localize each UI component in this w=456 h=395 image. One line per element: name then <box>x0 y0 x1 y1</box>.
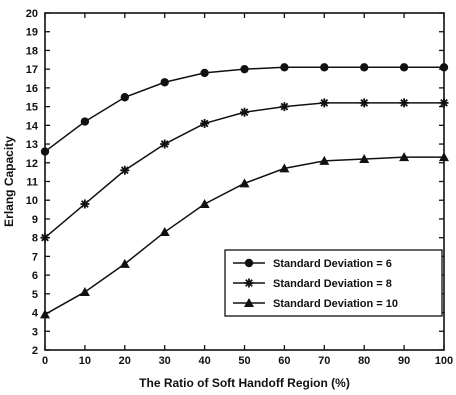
data-point <box>40 233 50 243</box>
x-tick-label: 90 <box>398 355 410 367</box>
data-point <box>159 227 170 237</box>
series-2 <box>40 98 449 243</box>
marker-stroke <box>245 279 253 287</box>
marker-stroke <box>440 98 448 107</box>
marker-stroke <box>120 166 129 175</box>
legend-label: Standard Deviation = 8 <box>273 278 392 290</box>
data-point <box>439 152 449 162</box>
legend-entry: Standard Deviation = 10 <box>233 298 398 310</box>
x-axis-title: The Ratio of Soft Handoff Region (%) <box>139 376 350 390</box>
legend-entry: Standard Deviation = 8 <box>233 278 392 290</box>
y-tick-label: 17 <box>26 64 38 76</box>
x-tick-label: 10 <box>79 355 91 367</box>
data-point <box>160 139 170 149</box>
marker-stroke <box>240 108 249 117</box>
data-point <box>319 98 329 108</box>
data-point <box>359 98 369 108</box>
data-point <box>439 63 449 72</box>
data-point <box>80 117 90 126</box>
marker-stroke <box>160 140 169 148</box>
y-tick-label: 5 <box>32 289 38 301</box>
y-tick-label: 14 <box>26 120 39 132</box>
marker-stroke <box>280 102 289 111</box>
data-point <box>280 63 289 72</box>
data-point <box>439 98 449 108</box>
legend-marker <box>244 278 254 288</box>
y-tick-label: 19 <box>26 27 38 39</box>
y-tick-label: 18 <box>26 45 38 57</box>
marker-stroke <box>360 98 369 107</box>
data-point <box>239 178 250 188</box>
y-tick-label: 9 <box>32 214 38 226</box>
data-point <box>79 286 90 296</box>
y-tick-label: 12 <box>26 158 38 170</box>
marker-stroke <box>320 98 329 107</box>
x-tick-label: 40 <box>198 355 210 367</box>
y-tick-label: 11 <box>26 177 38 189</box>
data-point <box>399 98 409 108</box>
data-point <box>240 107 249 117</box>
data-point <box>120 165 130 175</box>
y-tick-label: 13 <box>26 139 38 151</box>
y-tick-label: 16 <box>26 83 38 95</box>
legend-box <box>224 249 443 317</box>
x-tick-label: 0 <box>42 355 48 367</box>
data-point <box>160 78 169 87</box>
data-point <box>279 163 290 173</box>
data-point <box>200 118 210 128</box>
data-point <box>399 152 410 162</box>
x-tick-label: 20 <box>119 355 131 367</box>
data-point <box>320 63 329 72</box>
data-point <box>40 309 50 319</box>
legend: Standard Deviation = 6 Standard Deviation… <box>224 249 443 317</box>
data-point <box>359 154 370 164</box>
data-point <box>240 64 249 74</box>
y-tick-label: 15 <box>26 102 38 114</box>
x-tick-label: 70 <box>318 355 330 367</box>
legend-label: Standard Deviation = 6 <box>273 258 392 270</box>
y-tick-label: 3 <box>32 326 38 338</box>
legend-marker <box>244 258 254 268</box>
marker-stroke <box>81 200 89 208</box>
x-tick-label: 30 <box>159 355 171 367</box>
marker-stroke <box>400 98 408 107</box>
data-point <box>319 155 330 165</box>
series-3 <box>40 152 449 319</box>
data-point <box>399 63 409 72</box>
data-point <box>360 63 369 72</box>
data-point <box>199 198 210 208</box>
data-point <box>279 102 289 112</box>
y-axis-title: Erlang Capacity <box>2 136 16 227</box>
x-tick-label: 80 <box>358 355 370 367</box>
y-tick-label: 20 <box>26 8 38 20</box>
data-point <box>200 68 209 78</box>
data-point <box>80 199 90 209</box>
series-lines <box>40 63 449 319</box>
data-point <box>40 147 50 156</box>
legend-marker <box>244 298 254 307</box>
y-tick-label: 2 <box>32 345 38 357</box>
legend-label: Standard Deviation = 10 <box>273 298 398 310</box>
y-tick-label: 6 <box>32 270 38 282</box>
y-tick-label: 4 <box>32 308 39 320</box>
marker-stroke <box>200 119 209 128</box>
y-tick-label: 10 <box>26 195 38 207</box>
legend-entry: Standard Deviation = 6 <box>233 258 392 270</box>
y-tick-label: 7 <box>32 251 38 263</box>
series-line <box>44 102 444 239</box>
tick-marks: 0 10 20 30 40 50 60 70 80 90 100 2 3 4 5 6 7 8 9 10 11 12 13 14… <box>26 8 453 367</box>
x-tick-label: 60 <box>278 355 290 367</box>
series-1 <box>40 63 449 156</box>
x-tick-label: 50 <box>238 355 250 367</box>
marker-stroke <box>41 233 49 242</box>
x-tick-label: 100 <box>435 355 453 367</box>
data-point <box>120 93 129 102</box>
data-point <box>119 258 130 268</box>
y-tick-label: 8 <box>32 233 38 245</box>
